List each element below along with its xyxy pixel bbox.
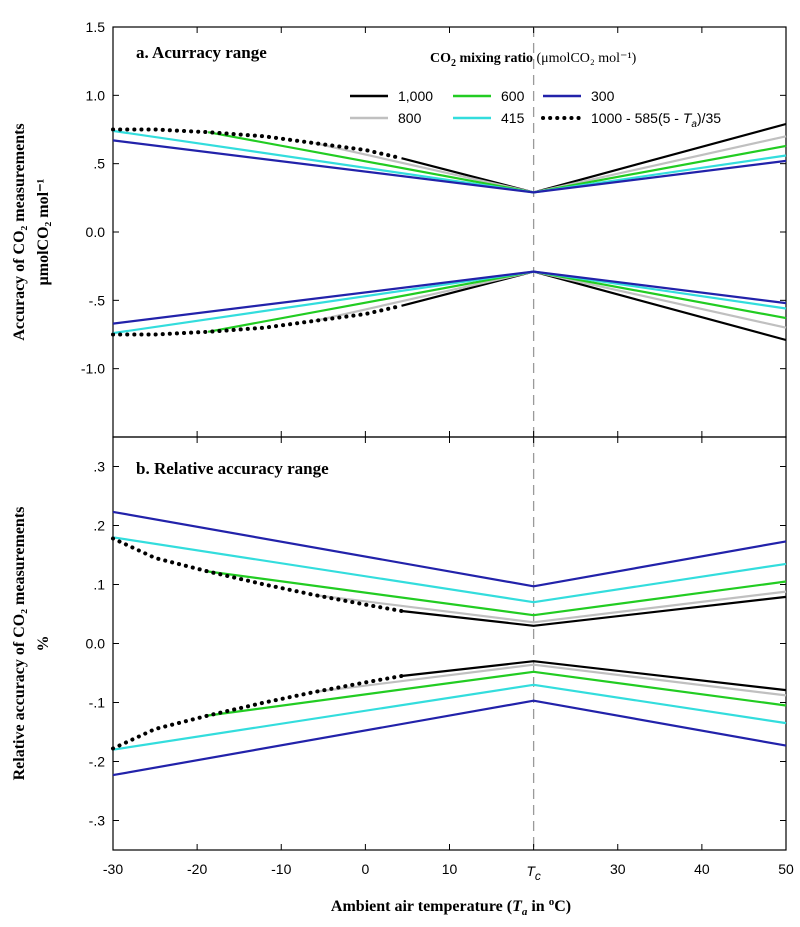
x-tick-label: 50: [778, 861, 794, 877]
shared-x-axis: -30 -20 -10 0 10 Tc 30 40 50 Ambient air temperat…: [103, 861, 794, 918]
y-tick-label: -1.0: [81, 361, 105, 377]
series-line-415-upper: [112, 129, 787, 194]
panel-title: b. Relative accuracy range: [136, 459, 329, 478]
series-line-300-upper: [112, 510, 787, 588]
series-line-600-lower: [207, 670, 787, 717]
x-tick-label: -10: [271, 861, 291, 877]
plot-frame: [112, 26, 787, 438]
legend-title: CO2 mixing ratio (μmolCO₂ mol⁻¹): [430, 51, 637, 69]
x-tick-label: 0: [361, 861, 369, 877]
series-line-1000-585-5-ta-35-lower: [111, 303, 404, 337]
y-tick-label: -.2: [89, 754, 106, 770]
x-tick-label: -20: [187, 861, 207, 877]
series-line-300-lower: [112, 699, 787, 777]
series-line-1000-585-5-ta-35-upper: [111, 127, 404, 161]
x-tick-label: -30: [103, 861, 123, 877]
legend-title-co: CO: [430, 51, 451, 66]
series-line-300-lower: [112, 270, 787, 325]
x-tick-label-tc: Tc: [526, 863, 541, 883]
y-tick-label: .3: [93, 459, 105, 475]
y-axis-title: Accuracy of CO₂ measurements: [11, 123, 28, 340]
legend-label: 300: [591, 88, 615, 104]
legend-label: 600: [501, 88, 525, 104]
x-tick-label: 30: [610, 861, 626, 877]
y-axis-title: Relative accuracy of CO₂ measurements: [11, 507, 28, 781]
y-tick-label: -.5: [89, 292, 106, 308]
series-line-415-upper: [112, 536, 787, 604]
panel-title: a. Acurracy range: [136, 43, 267, 62]
series-line-415-lower: [112, 683, 787, 751]
y-tick-label: -.3: [89, 813, 106, 829]
y-tick-label: .5: [93, 156, 105, 172]
x-tick-label: 40: [694, 861, 710, 877]
y-tick-label: -.1: [89, 695, 106, 711]
series-line-800-upper: [314, 590, 787, 624]
y-tick-label: 0.0: [86, 636, 106, 652]
y-tick-label: .2: [93, 518, 105, 534]
y-tick-label: 1.5: [86, 19, 106, 35]
panel-b-relative-accuracy: .3 .2 .1 0.0 -.1 -.2 -.3 b. Relative accuracy r…: [11, 436, 787, 851]
series-line-1-000-upper: [401, 595, 787, 627]
y-tick-label: 1.0: [86, 87, 106, 103]
x-axis-title: Ambient air temperature (Ta in oC): [331, 896, 571, 918]
legend-label: 1,000: [398, 88, 433, 104]
series-line-1000-585-5-ta-35-lower: [111, 674, 404, 751]
series-line-415-lower: [112, 270, 787, 335]
series-line-600-upper: [207, 570, 787, 617]
series-line-1000-585-5-ta-35-upper: [111, 536, 404, 613]
y-axis-unit: μmolCO₂ mol⁻¹: [35, 178, 52, 285]
y-axis-unit: %: [35, 636, 52, 652]
series-line-1-000-lower: [401, 660, 787, 692]
legend-title-unit: (μmolCO₂ mol⁻¹): [537, 51, 637, 66]
legend-title-mid: mixing ratio: [456, 51, 537, 66]
plot-frame: [112, 436, 787, 851]
x-tick-label: 10: [442, 861, 458, 877]
legend-label: 415: [501, 110, 525, 126]
legend-label: 800: [398, 110, 422, 126]
series-line-300-upper: [112, 139, 787, 194]
y-tick-label: 0.0: [86, 224, 106, 240]
panel-a-accuracy: 1.5 1.0 .5 0.0 -.5 -1.0 a. Acurracy range Accur…: [11, 19, 787, 438]
legend: CO2 mixing ratio (μmolCO₂ mol⁻¹) 1,000 600…: [350, 51, 721, 130]
series-line-800-lower: [314, 663, 787, 697]
y-tick-label: .1: [93, 577, 105, 593]
legend-title-sub: 2: [451, 58, 456, 69]
legend-label: 1000 - 585(5 - Ta)/35: [591, 110, 721, 130]
